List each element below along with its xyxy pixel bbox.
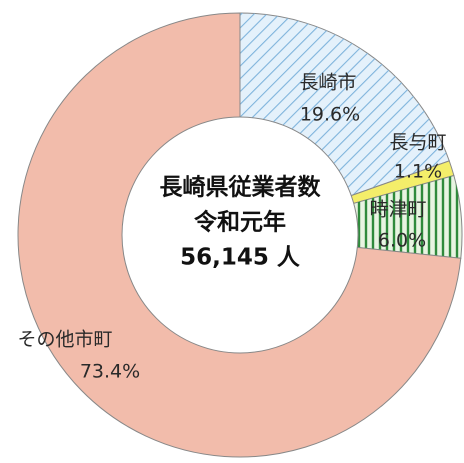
category-label: 長崎市: [299, 72, 356, 94]
donut-hole: [121, 116, 359, 354]
value-label: 6.0%: [378, 230, 426, 252]
center-text: 長崎県従業者数: [160, 174, 322, 201]
center-text: 令和元年: [194, 209, 286, 236]
value-label: 19.6%: [300, 104, 360, 126]
center-text: 56,145 人: [180, 245, 301, 271]
value-label: 73.4%: [80, 361, 140, 383]
category-label: 時津町: [369, 199, 426, 221]
labels: 長崎市 19.6% 長与町 1.1% 時津町 6.0% その他市町 73.4%: [17, 72, 446, 383]
value-label: 1.1%: [394, 161, 442, 183]
category-label: その他市町: [17, 329, 112, 351]
category-label: 長与町: [389, 132, 446, 154]
